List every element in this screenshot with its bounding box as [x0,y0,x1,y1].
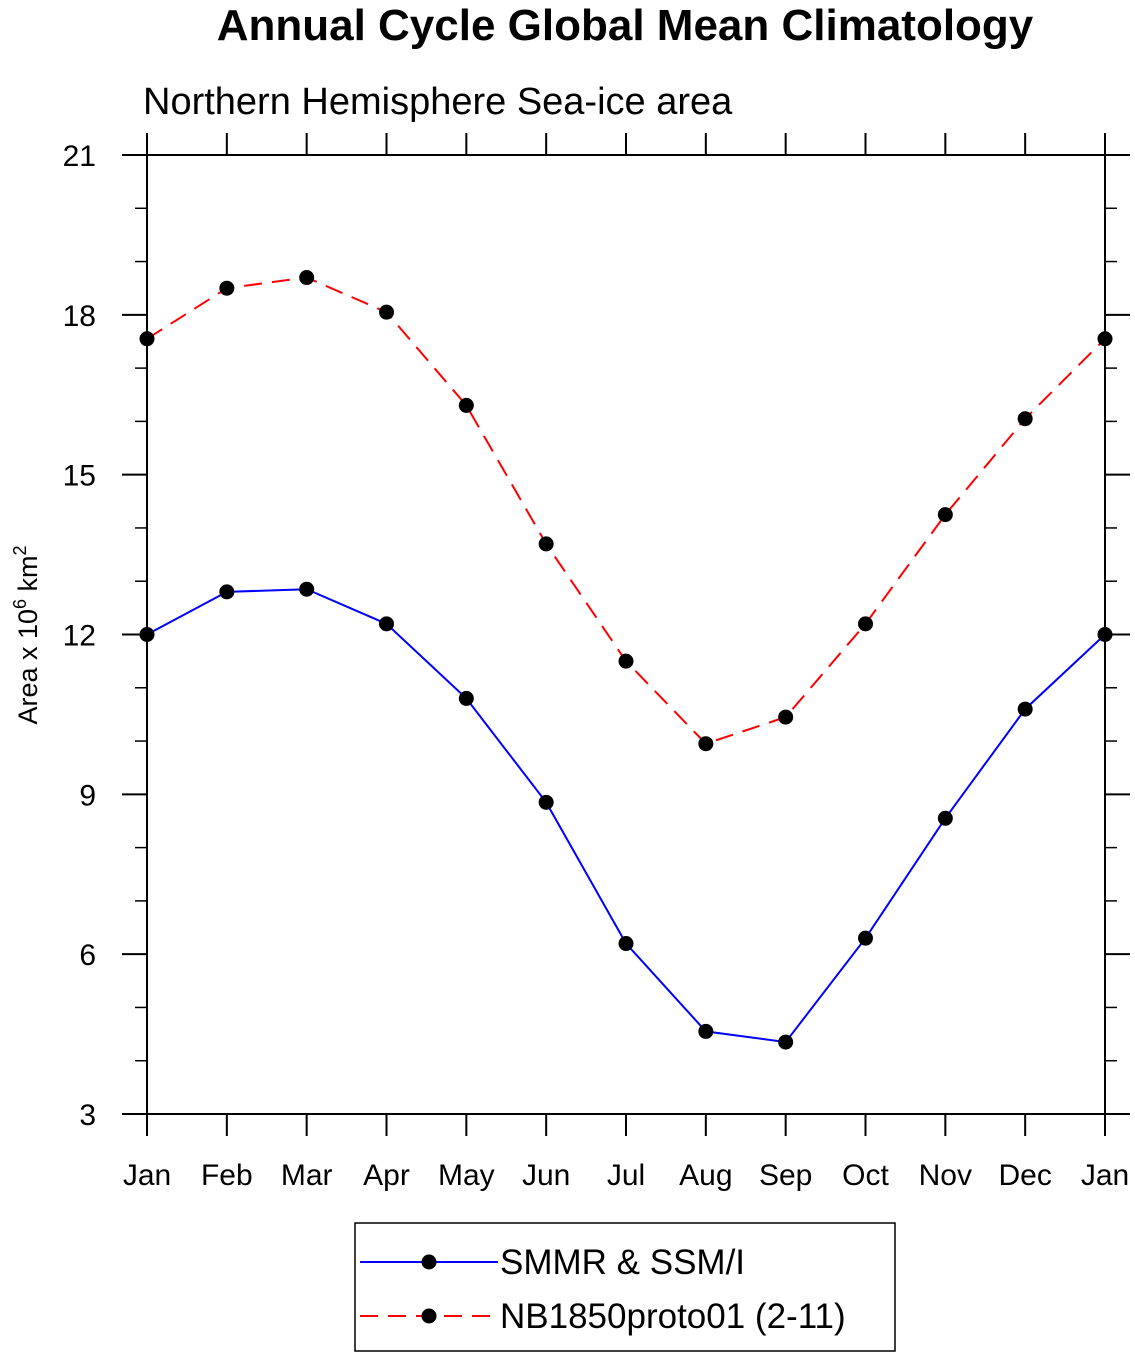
axis-tick-labels: Jan Feb Mar Apr May Jun Jul Aug Sep Oct Nov Dec Jan 3… [63,140,1130,1192]
legend-box [354,1222,896,1352]
data-point [937,507,953,523]
x-tick-label: Jul [607,1159,645,1192]
x-tick-label: Mar [281,1159,333,1192]
x-tick-label: Nov [919,1159,972,1192]
chart-subtitle: Northern Hemisphere Sea-ice area [143,81,733,123]
y-tick-label: 12 [63,620,96,653]
y-tick-label: 18 [63,300,96,333]
data-point [1017,411,1033,427]
legend-marker [421,1308,437,1324]
x-tick-label: Jan [1081,1159,1129,1192]
x-tick-label: Dec [998,1159,1051,1192]
data-point [538,536,554,552]
data-point [458,690,474,706]
y-axis-label-prefix: Area x 10 [13,609,43,725]
legend: SMMR & SSM/I NB1850proto01 (2-11) [354,1222,896,1352]
x-tick-label: Oct [842,1159,889,1192]
series-1 [139,581,1113,1050]
data-point [698,736,714,752]
data-point [778,1034,794,1050]
x-tick-label: Sep [759,1159,812,1192]
y-tick-label: 21 [63,140,96,173]
y-axis-label: Area x 106 km2 [10,545,43,724]
legend-marker [421,1254,437,1270]
y-axis-label-exponent: 6 [10,599,30,609]
data-point [299,270,315,286]
y-tick-label: 6 [79,939,96,972]
data-point [458,397,474,413]
x-tick-label: Aug [679,1159,732,1192]
y-axis-label-unit-exponent: 2 [10,545,30,555]
data-point [379,304,394,320]
data-point [379,616,394,632]
x-tick-label: Jan [123,1159,171,1192]
data-point [219,584,235,600]
series-2 [139,270,1113,752]
data-point [618,936,634,952]
y-axis-label-unit: km [13,555,43,599]
y-tick-label: 3 [79,1099,96,1132]
plot-frame [146,154,1106,1115]
series-layer [139,270,1113,1050]
y-tick-label: 15 [63,460,96,493]
data-point [858,616,873,632]
legend-entry-1: SMMR & SSM/I [360,1243,745,1282]
x-tick-label: May [438,1159,495,1192]
data-point [618,653,634,669]
data-point [778,709,794,725]
axis-ticks [122,133,1130,1136]
x-tick-label: Feb [201,1159,253,1192]
x-tick-label: Apr [363,1159,410,1192]
legend-entry-2: NB1850proto01 (2-11) [360,1297,846,1336]
data-point [538,794,554,810]
legend-label: NB1850proto01 (2-11) [500,1297,846,1336]
data-point [937,810,953,826]
legend-entries: SMMR & SSM/I NB1850proto01 (2-11) [360,1243,846,1336]
data-point [219,280,235,296]
series-line [146,276,1106,745]
legend-label: SMMR & SSM/I [500,1243,745,1282]
data-point [698,1023,714,1039]
chart-title: Annual Cycle Global Mean Climatology [217,1,1034,50]
y-tick-label: 9 [79,779,96,812]
data-point [299,581,315,597]
data-point [858,930,873,946]
x-tick-label: Jun [522,1159,570,1192]
data-point [1017,701,1033,717]
